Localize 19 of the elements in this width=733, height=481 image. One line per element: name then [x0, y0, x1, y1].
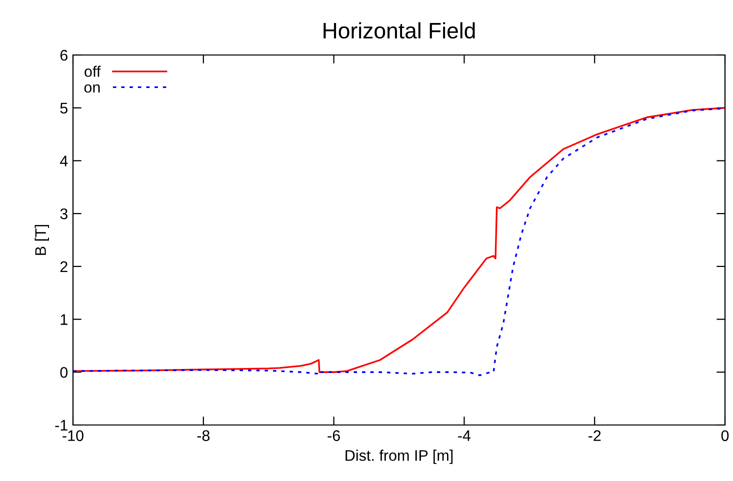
x-tick-label: -10 [62, 430, 84, 442]
y-tick-label: 0 [60, 367, 68, 378]
y-tick-label: 3 [60, 208, 68, 220]
y-tick-label: 6 [60, 50, 68, 61]
x-axis-title: Dist. from IP [m] [346, 450, 453, 464]
y-tick-label: 4 [60, 156, 68, 166]
y-tick-label: 5 [60, 102, 68, 114]
y-tick-label: 1 [60, 314, 68, 325]
y-tick-label: -1 [55, 420, 68, 431]
x-tick-label: -4 [458, 430, 471, 441]
chart-title: Horizontal Field [324, 22, 475, 39]
legend-label: on [84, 84, 100, 93]
x-tick-label: -6 [328, 430, 340, 442]
x-tick-label: -8 [197, 430, 210, 442]
x-tick-label: -2 [588, 430, 601, 441]
legend-label: off [84, 66, 101, 77]
y-axis-title: B [T] [34, 224, 49, 255]
y-tick-label: 2 [60, 261, 68, 272]
x-tick-label: 0 [721, 430, 729, 442]
